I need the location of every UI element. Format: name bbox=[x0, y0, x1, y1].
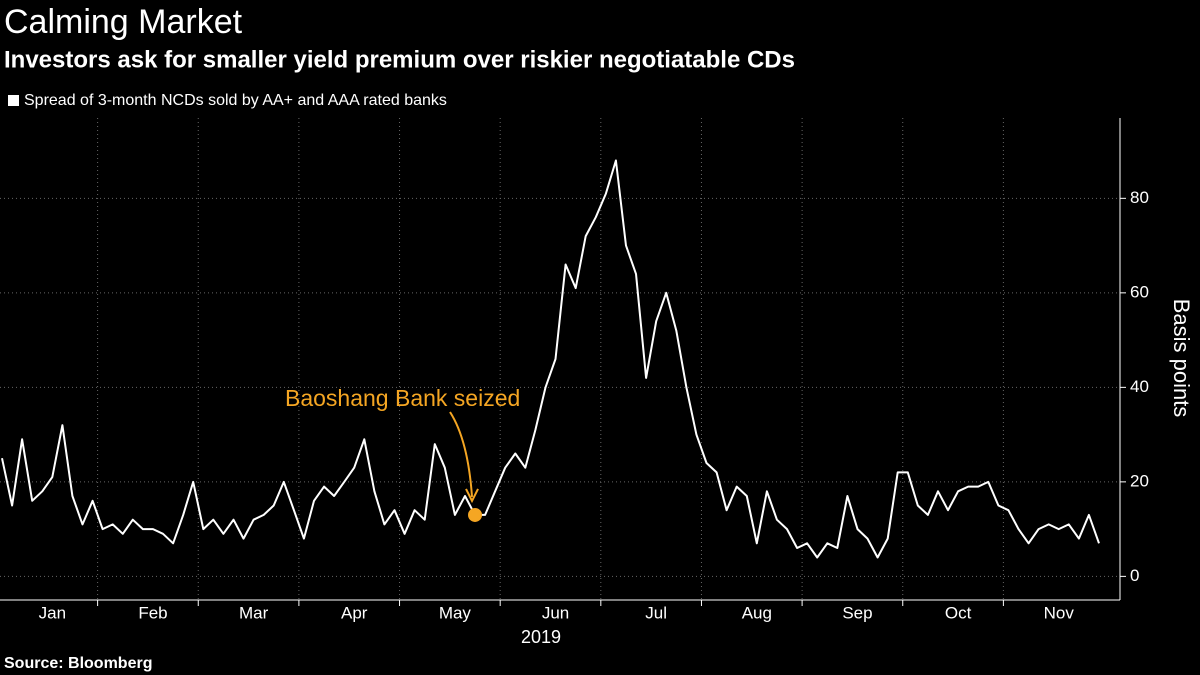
x-tick-label: Jul bbox=[645, 603, 667, 622]
series-line bbox=[1, 159, 1100, 559]
y-axis-label: Basis points bbox=[1169, 299, 1194, 418]
annotation-arrow bbox=[449, 411, 474, 498]
x-tick-label: May bbox=[439, 603, 472, 622]
x-tick-label: Oct bbox=[945, 603, 972, 622]
legend-label: Spread of 3-month NCDs sold by AA+ and A… bbox=[24, 92, 447, 109]
x-axis-label: 2019 bbox=[521, 627, 561, 647]
x-tick-label: Sep bbox=[842, 603, 872, 622]
chart-subtitle: Investors ask for smaller yield premium … bbox=[4, 46, 795, 73]
annotation-label: Baoshang Bank seized bbox=[285, 385, 520, 411]
y-tick-label: 40 bbox=[1130, 377, 1149, 396]
legend-swatch bbox=[8, 95, 19, 106]
x-tick-label: Jun bbox=[542, 603, 569, 622]
x-tick-label: Mar bbox=[239, 603, 269, 622]
x-tick-label: Aug bbox=[742, 603, 772, 622]
y-tick-label: 0 bbox=[1130, 566, 1139, 585]
y-tick-label: 60 bbox=[1130, 282, 1149, 301]
source: Source: Bloomberg bbox=[4, 655, 152, 672]
x-tick-label: Apr bbox=[341, 603, 368, 622]
y-tick-label: 80 bbox=[1130, 188, 1149, 207]
annotation-point bbox=[468, 507, 483, 522]
x-tick-label: Nov bbox=[1044, 603, 1075, 622]
annotation-arrowhead bbox=[465, 488, 479, 504]
y-tick-label: 20 bbox=[1130, 471, 1149, 490]
chart-title: Calming Market bbox=[4, 3, 243, 41]
x-tick-label: Jan bbox=[39, 603, 66, 622]
x-tick-label: Feb bbox=[138, 603, 167, 622]
